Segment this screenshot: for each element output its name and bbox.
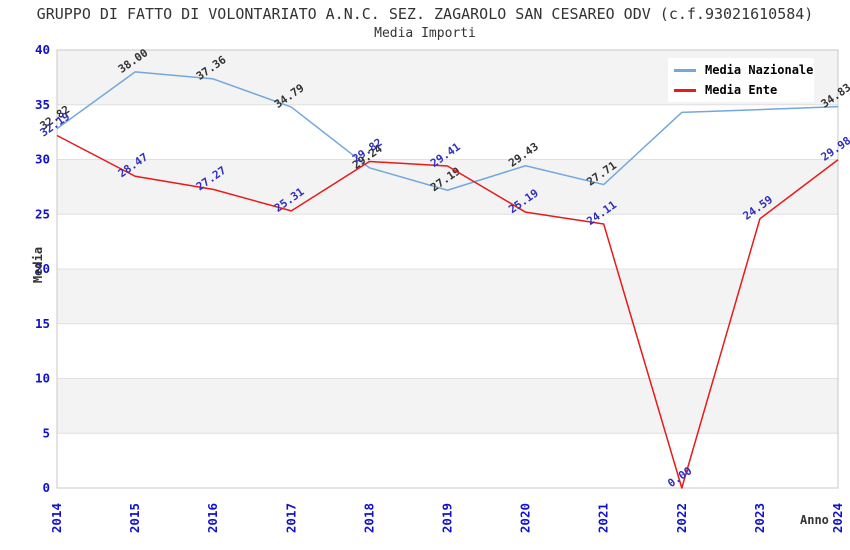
y-tick-label: 40 <box>35 42 50 57</box>
legend-label-media-ente: Media Ente <box>705 83 778 97</box>
x-tick-label: 2021 <box>596 503 611 533</box>
chart-subtitle: Media Importi <box>374 26 476 41</box>
y-tick-label: 35 <box>35 97 50 112</box>
plot-band <box>57 159 838 215</box>
y-tick-label: 20 <box>35 261 50 276</box>
line-media-ente <box>56 134 839 489</box>
plot-band <box>57 433 838 488</box>
red-line-swatch-icon <box>674 88 696 92</box>
y-tick-label: 5 <box>42 425 50 440</box>
x-tick-label: 2018 <box>361 503 376 533</box>
x-tick-label: 2017 <box>283 503 298 533</box>
legend-label-media-nazionale: Media Nazionale <box>705 63 814 77</box>
y-tick-label: 0 <box>42 480 50 495</box>
x-tick-label: 2024 <box>830 503 845 533</box>
x-axis-title: Anno <box>800 513 829 527</box>
y-tick-label: 25 <box>35 206 50 221</box>
legend: Media Nazionale Media Ente <box>668 58 814 102</box>
x-tick-label: 2019 <box>440 503 455 533</box>
plot-band <box>57 104 838 160</box>
plot-band <box>57 323 838 379</box>
x-tick-label: 2015 <box>127 503 142 533</box>
blue-line-swatch-icon <box>674 68 696 72</box>
x-tick-label: 2020 <box>518 503 533 533</box>
x-tick-label: 2023 <box>752 503 767 533</box>
y-tick-label: 30 <box>35 152 50 167</box>
plot-border <box>56 49 839 489</box>
chart-title: GRUPPO DI FATTO DI VOLONTARIATO A.N.C. S… <box>36 5 814 23</box>
y-tick-label: 15 <box>35 316 50 331</box>
plot-band <box>57 214 838 269</box>
y-axis-title: Media <box>31 246 45 284</box>
y-tick-label: 10 <box>35 371 50 386</box>
legend-item-media-nazionale: Media Nazionale <box>674 62 814 78</box>
x-tick-label: 2016 <box>205 503 220 533</box>
legend-item-media-ente: Media Ente <box>674 82 814 98</box>
x-tick-label: 2014 <box>49 503 64 533</box>
plot-band <box>57 378 838 434</box>
plot-band <box>57 269 838 324</box>
line-media-nazionale <box>56 71 839 192</box>
x-tick-label: 2022 <box>674 503 689 533</box>
